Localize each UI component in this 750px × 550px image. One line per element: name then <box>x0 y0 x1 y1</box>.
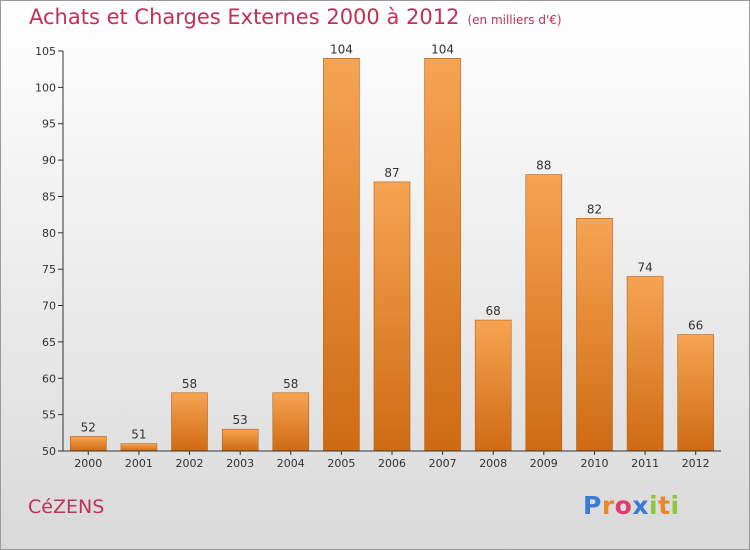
value-label-2010: 82 <box>587 202 602 216</box>
bar-2008 <box>474 319 512 452</box>
x-tick-label: 2010 <box>581 457 609 470</box>
bar-2005 <box>323 57 360 452</box>
commune-name: CéZENS <box>28 496 105 518</box>
x-tick-label: 2002 <box>176 457 204 470</box>
x-tick-label: 2000 <box>74 457 102 470</box>
y-tick-label: 65 <box>42 336 56 349</box>
value-label-2000: 52 <box>81 421 96 435</box>
x-tick-label: 2005 <box>327 457 355 470</box>
x-tick-label: 2001 <box>125 457 153 470</box>
bar-2011 <box>626 276 664 452</box>
logo-letter: i <box>649 491 659 520</box>
bar-2003 <box>221 428 259 452</box>
value-label-2002: 58 <box>182 377 197 391</box>
value-label-2012: 66 <box>688 319 703 333</box>
y-tick-label: 105 <box>35 45 56 58</box>
logo-letter: r <box>601 491 615 520</box>
x-tick-label: 2012 <box>682 457 710 470</box>
bar-2009 <box>525 174 563 452</box>
x-tick-label: 2009 <box>530 457 558 470</box>
x-tick-label: 2006 <box>378 457 406 470</box>
bar-2004 <box>272 392 310 452</box>
logo-letter: x <box>632 491 649 520</box>
x-tick-label: 2004 <box>277 457 305 470</box>
x-tick-label: 2011 <box>631 457 659 470</box>
value-label-2009: 88 <box>536 159 551 173</box>
bar-2006 <box>373 181 411 452</box>
y-tick-label: 50 <box>42 445 56 458</box>
value-label-2007: 104 <box>431 42 454 56</box>
bar-2007 <box>424 57 461 452</box>
y-tick-label: 85 <box>42 191 56 204</box>
chart-unit-subtitle: (en milliers d'€) <box>467 13 562 27</box>
y-tick-label: 90 <box>42 154 56 167</box>
axes-group: 2000 2001 2002 2003 2004 2005 2006 2007 2008 2009… <box>35 45 721 470</box>
logo-letter: i <box>670 491 680 520</box>
value-label-2008: 68 <box>486 304 501 318</box>
value-label-2006: 87 <box>384 166 399 180</box>
y-tick-label: 75 <box>42 263 56 276</box>
value-label-2011: 74 <box>637 261 652 275</box>
value-label-2004: 58 <box>283 377 298 391</box>
value-label-2005: 104 <box>330 42 353 56</box>
bar-2002 <box>171 392 208 452</box>
logo-letter: o <box>614 491 633 520</box>
chart-title: Achats et Charges Externes 2000 à 2012 (e… <box>29 5 562 29</box>
bar-2001 <box>120 443 158 452</box>
y-tick-label: 80 <box>42 227 56 240</box>
x-tick-label: 2007 <box>429 457 457 470</box>
y-tick-label: 60 <box>42 372 56 385</box>
x-tick-label: 2008 <box>479 457 507 470</box>
bar-2010 <box>576 218 613 452</box>
value-label-2003: 53 <box>233 413 248 427</box>
value-label-2001: 51 <box>131 428 146 442</box>
x-tick-label: 2003 <box>226 457 254 470</box>
y-tick-label: 55 <box>42 409 56 422</box>
bars-group: 52 51 58 53 58 104 87 104 68 88 82 74 66 <box>70 42 715 452</box>
chart-title-text: Achats et Charges Externes 2000 à 2012 <box>29 5 460 29</box>
logo-letter: P <box>583 491 602 520</box>
bar-2000 <box>70 436 107 452</box>
logo-letter: t <box>658 491 671 520</box>
y-tick-label: 95 <box>42 118 56 131</box>
proxiti-logo: Proxiti <box>583 491 680 520</box>
y-tick-label: 100 <box>35 81 56 94</box>
bar-2012 <box>677 334 715 452</box>
y-tick-label: 70 <box>42 300 56 313</box>
